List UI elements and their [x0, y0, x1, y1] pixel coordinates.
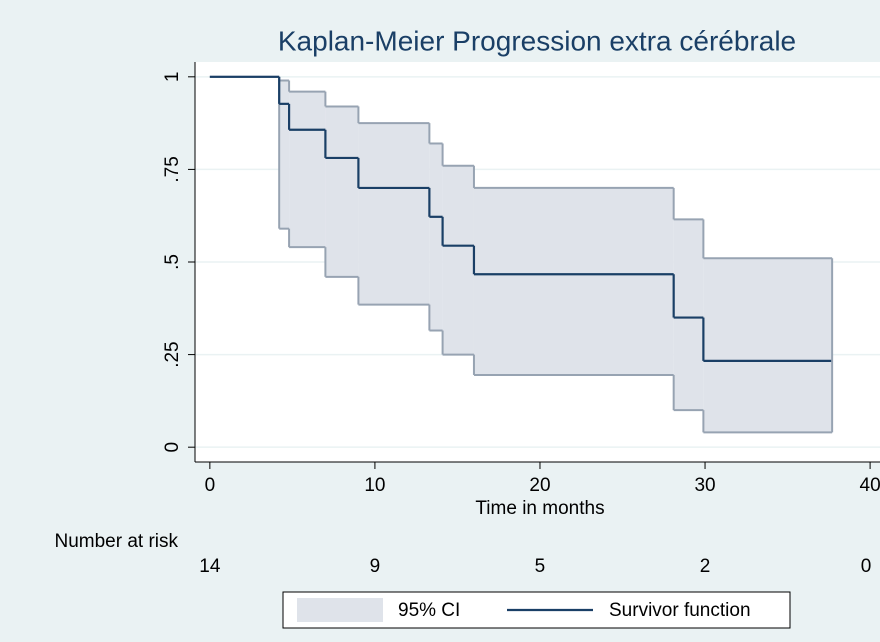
legend-swatch	[297, 598, 383, 622]
ci-band	[473, 187, 674, 375]
ci-band	[279, 80, 290, 229]
ci-band	[673, 219, 704, 411]
at-risk-value: 0	[861, 556, 872, 577]
y-tick-label: .5	[162, 254, 183, 270]
legend-label: Survivor function	[609, 600, 751, 621]
ci-band	[703, 258, 833, 433]
ci-band	[325, 106, 359, 277]
ci-band	[442, 165, 474, 355]
legend-label: 95% CI	[398, 600, 460, 621]
at-risk-value: 2	[700, 556, 711, 577]
x-tick-label: 40	[860, 475, 880, 496]
at-risk-label: Number at risk	[54, 531, 178, 552]
x-tick-label: 0	[205, 475, 216, 496]
chart-title: Kaplan-Meier Progression extra cérébrale	[278, 25, 796, 56]
y-tick-label: .75	[162, 156, 183, 182]
y-tick-label: 0	[162, 442, 183, 453]
at-risk-value: 14	[199, 556, 221, 577]
ci-band	[358, 123, 430, 305]
y-tick-label: .25	[162, 341, 183, 367]
x-tick-label: 30	[694, 475, 715, 496]
x-axis-title: Time in months	[475, 498, 604, 519]
ci-band	[289, 91, 326, 248]
at-risk-value: 5	[535, 556, 546, 577]
ci-band	[429, 143, 443, 331]
x-tick-label: 20	[529, 475, 550, 496]
y-tick-label: 1	[162, 72, 183, 83]
at-risk-value: 9	[370, 556, 381, 577]
x-tick-label: 10	[364, 475, 385, 496]
